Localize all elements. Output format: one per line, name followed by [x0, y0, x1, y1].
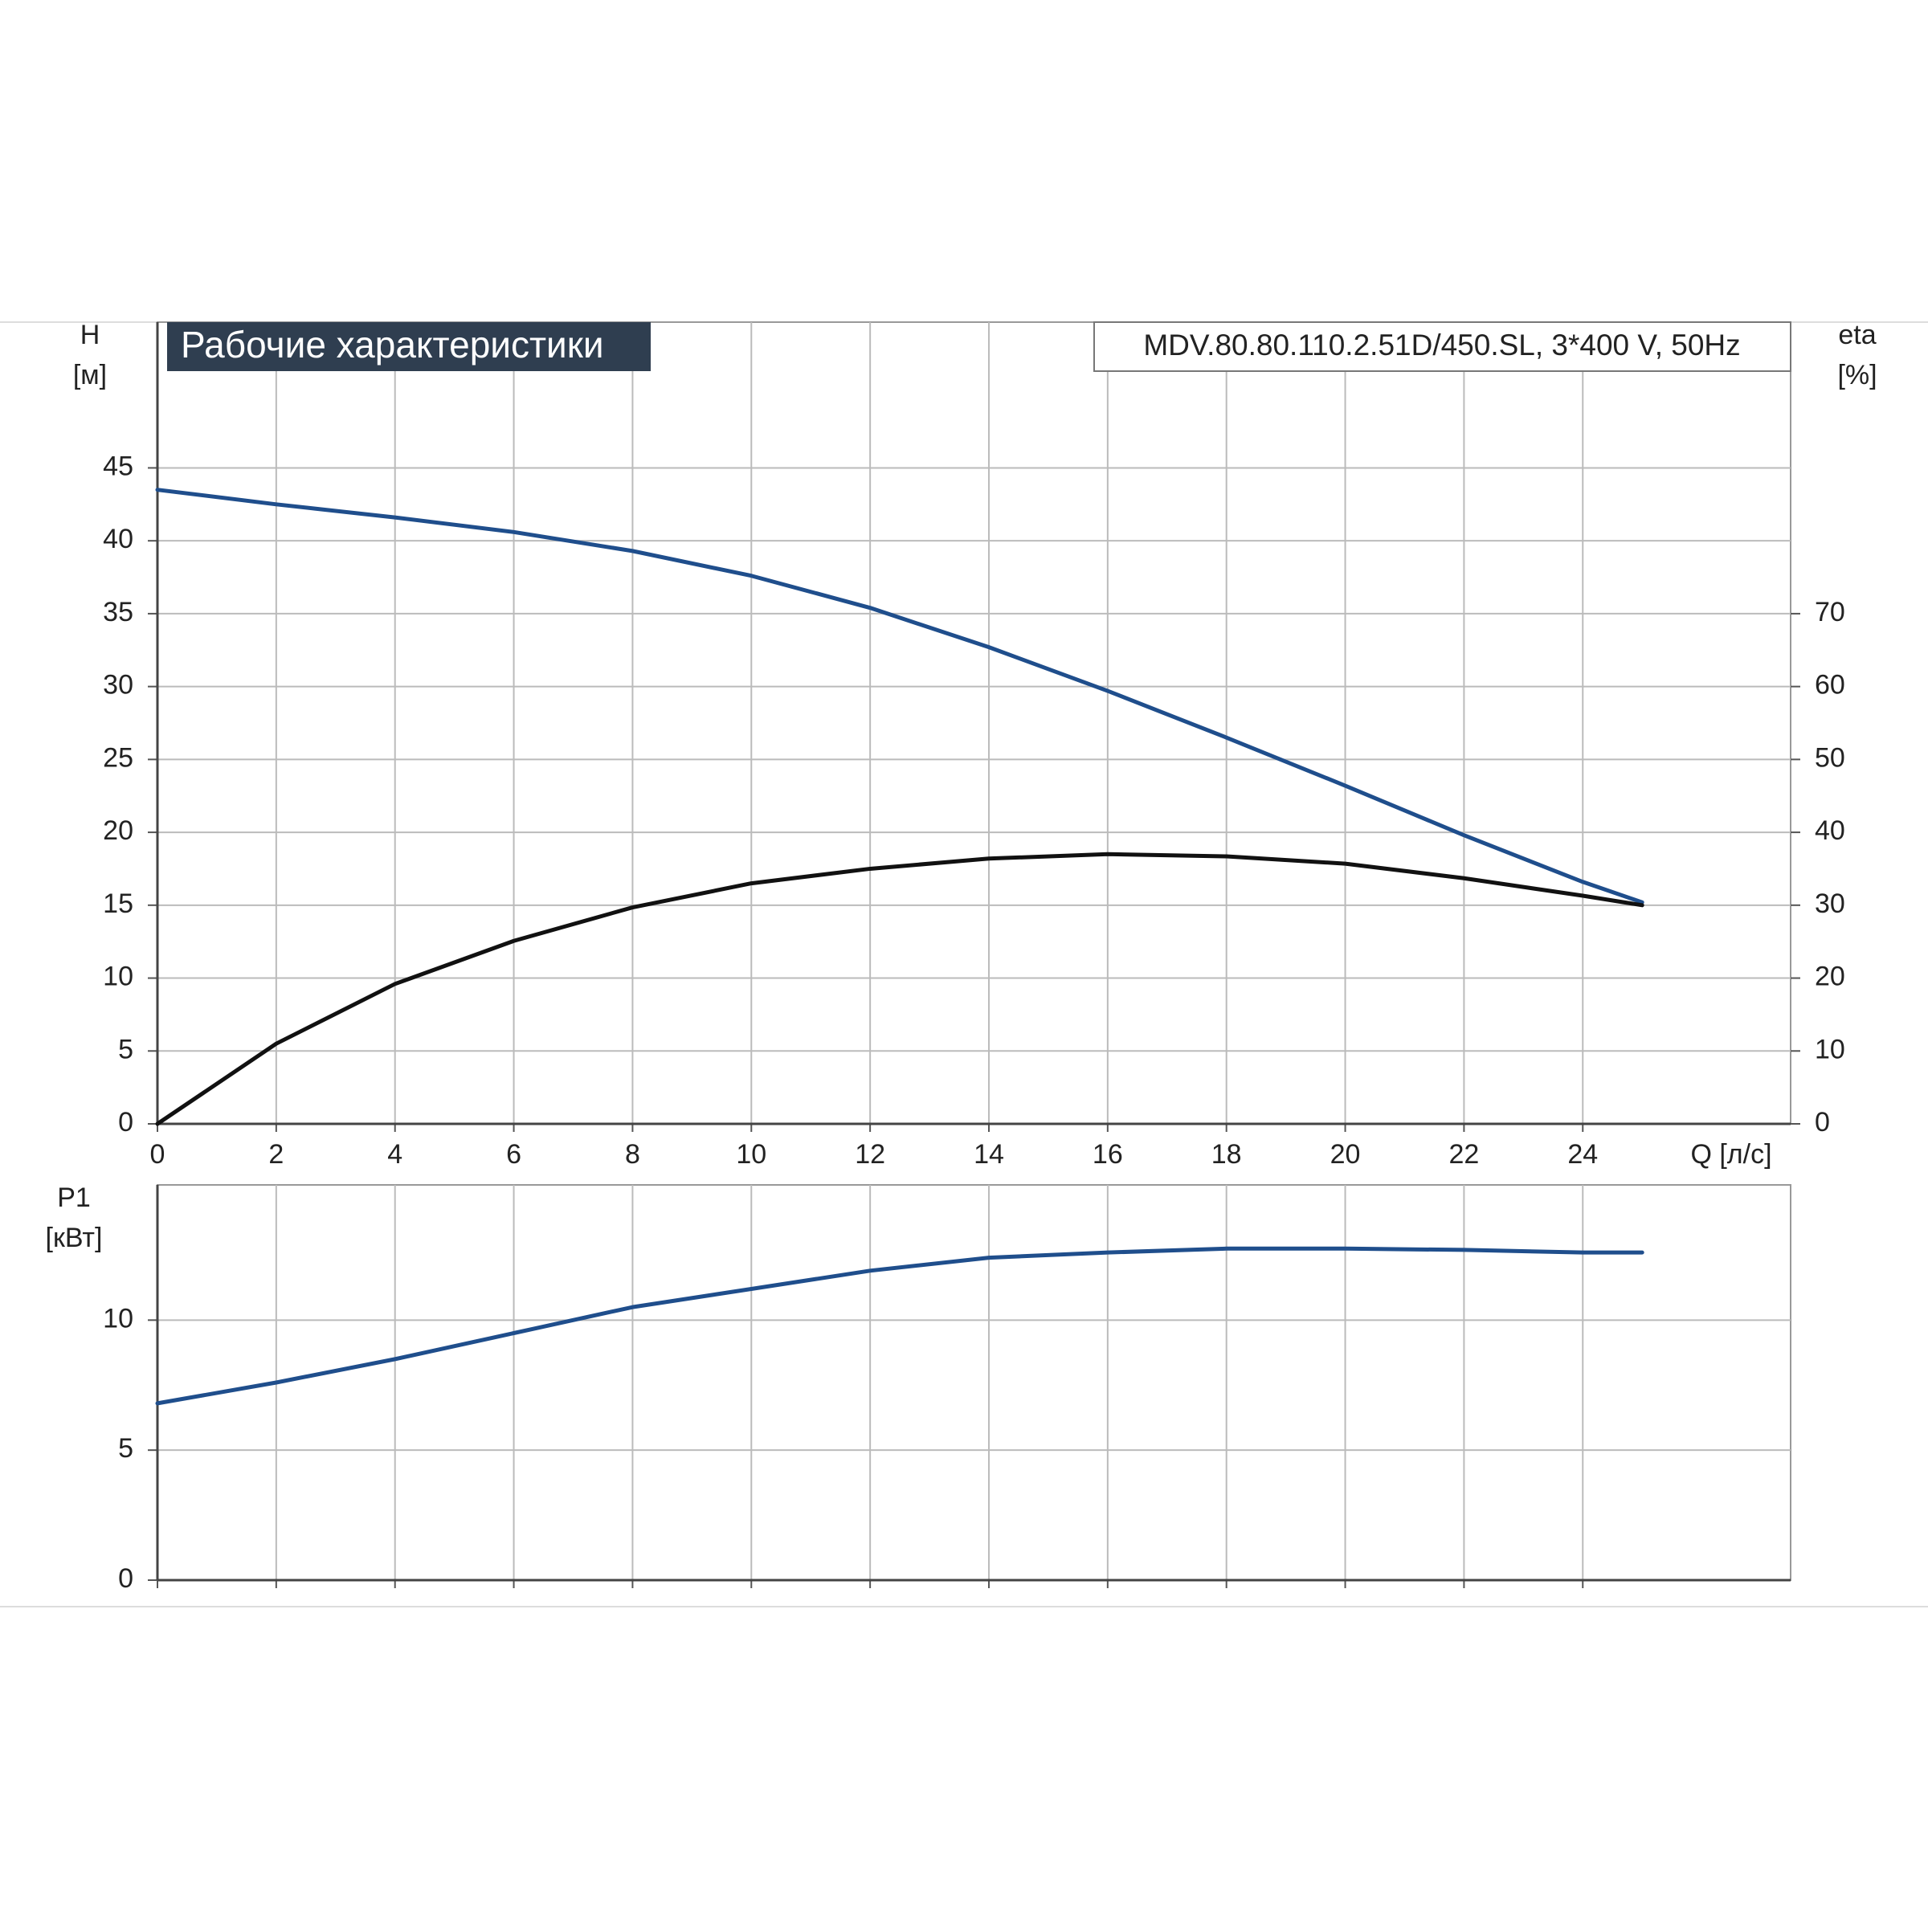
- y-tick-label: 45: [103, 451, 133, 481]
- x-tick-label: 4: [387, 1139, 402, 1170]
- title-box: [167, 322, 651, 371]
- y-tick-label: 10: [103, 962, 133, 992]
- y2-tick-label: 70: [1815, 597, 1845, 627]
- curve: [155, 488, 1644, 905]
- y2-tick-label: 0: [1815, 1107, 1830, 1138]
- y-tick-label: 15: [103, 888, 133, 919]
- y-tick-label: 0: [118, 1563, 133, 1594]
- x-tick-label: 6: [506, 1139, 521, 1170]
- plot-frame: [157, 1184, 1791, 1581]
- y-tick-label: 40: [103, 524, 133, 554]
- y2-axis-unit: [%]: [1837, 360, 1877, 390]
- y-tick-label: 5: [118, 1433, 133, 1464]
- y2-tick-label: 10: [1815, 1034, 1845, 1064]
- y-tick-label: 25: [103, 742, 133, 773]
- y-axis-unit: [м]: [73, 360, 107, 390]
- x-axis-label: Q [л/с]: [1690, 1139, 1771, 1170]
- y-tick-label: 20: [103, 815, 133, 846]
- x-tick-label: 2: [268, 1139, 284, 1170]
- x-tick-label: 22: [1448, 1139, 1479, 1170]
- y2-tick-label: 60: [1815, 670, 1845, 701]
- x-tick-label: 14: [974, 1139, 1004, 1170]
- x-tick-label: 8: [625, 1139, 640, 1170]
- x-tick-label: 12: [855, 1139, 885, 1170]
- x-tick-label: 18: [1211, 1139, 1242, 1170]
- y-tick-label: 10: [103, 1303, 133, 1334]
- y2-axis-label: eta: [1838, 320, 1876, 350]
- y-axis-unit: [кВт]: [46, 1223, 103, 1253]
- chart-subtitle: MDV.80.80.110.2.51D/450.SL, 3*400 V, 50H…: [1143, 329, 1740, 361]
- y2-tick-label: 40: [1815, 815, 1845, 846]
- x-tick-label: 10: [736, 1139, 766, 1170]
- chart-title: Рабочие характеристики: [181, 324, 604, 366]
- plot-frame: [157, 321, 1791, 1125]
- x-tick-label: 0: [150, 1139, 165, 1170]
- x-tick-label: 24: [1567, 1139, 1598, 1170]
- x-tick-label: 16: [1093, 1139, 1123, 1170]
- subtitle-box: [1093, 321, 1791, 372]
- curve: [155, 1246, 1644, 1406]
- y2-tick-label: 30: [1815, 888, 1845, 919]
- y-axis-label: H: [80, 320, 100, 350]
- y-tick-label: 5: [118, 1034, 133, 1064]
- y2-tick-label: 20: [1815, 962, 1845, 992]
- x-tick-label: 20: [1330, 1139, 1361, 1170]
- y-tick-label: 30: [103, 670, 133, 701]
- y-axis-label: P1: [57, 1182, 91, 1213]
- curve: [155, 852, 1644, 1126]
- y2-tick-label: 50: [1815, 742, 1845, 773]
- y-tick-label: 35: [103, 597, 133, 627]
- y-tick-label: 0: [118, 1107, 133, 1138]
